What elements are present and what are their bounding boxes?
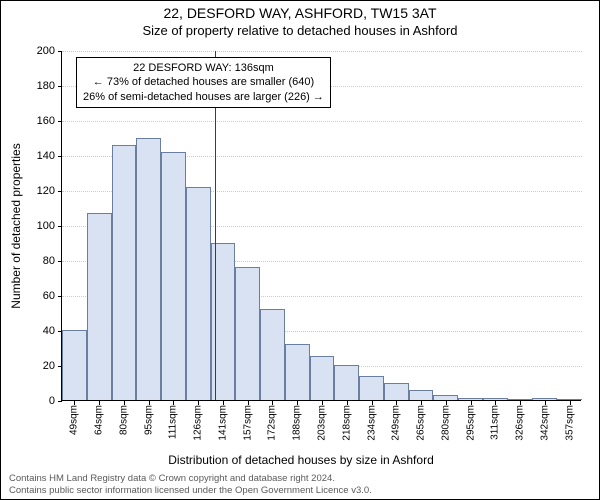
ytick-mark [58, 51, 62, 52]
ytick-label: 0 [15, 395, 55, 407]
histogram-bar [433, 395, 458, 400]
histogram-bar [409, 390, 434, 401]
histogram-bar [260, 309, 285, 400]
ytick-mark [58, 156, 62, 157]
chart-area: 49sqm64sqm80sqm95sqm111sqm126sqm141sqm15… [61, 51, 581, 401]
xtick-label: 172sqm [267, 405, 278, 441]
footer-line-1: Contains HM Land Registry data © Crown c… [9, 473, 591, 485]
histogram-bar [508, 399, 533, 400]
xtick-label: 280sqm [440, 405, 451, 441]
annotation-box: 22 DESFORD WAY: 136sqm← 73% of detached … [76, 57, 331, 108]
ytick-mark [58, 401, 62, 402]
page-subtitle: Size of property relative to detached ho… [1, 23, 599, 39]
xtick-label: 218sqm [341, 405, 352, 441]
x-axis-title: Distribution of detached houses by size … [1, 453, 600, 467]
ytick-mark [58, 296, 62, 297]
xtick-label: 188sqm [292, 405, 303, 441]
histogram-bar [458, 398, 483, 400]
histogram-bar [384, 383, 409, 401]
ytick-label: 140 [15, 150, 55, 162]
xtick-label: 157sqm [242, 405, 253, 441]
footer-line-2: Contains public sector information licen… [9, 485, 591, 497]
xtick-label: 311sqm [490, 405, 501, 440]
xtick-label: 64sqm [94, 405, 105, 435]
ytick-label: 40 [15, 325, 55, 337]
xtick-label: 111sqm [168, 405, 179, 439]
histogram-bar [211, 243, 236, 401]
xtick-label: 295sqm [465, 405, 476, 441]
histogram-bar [483, 398, 508, 400]
ytick-label: 100 [15, 220, 55, 232]
xtick-label: 342sqm [539, 405, 550, 441]
xtick-label: 265sqm [416, 405, 427, 441]
xtick-label: 203sqm [317, 405, 328, 441]
xtick-label: 141sqm [217, 405, 228, 441]
histogram-bar [334, 365, 359, 400]
page-title: 22, DESFORD WAY, ASHFORD, TW15 3AT [1, 1, 599, 23]
ytick-label: 200 [15, 45, 55, 57]
histogram-bar [532, 398, 557, 400]
ytick-mark [58, 261, 62, 262]
ytick-mark [58, 191, 62, 192]
xtick-label: 326sqm [515, 405, 526, 441]
gridline [62, 121, 582, 122]
xtick-label: 95sqm [143, 405, 154, 435]
annotation-line: 22 DESFORD WAY: 136sqm [83, 61, 324, 75]
histogram-bar [285, 344, 310, 400]
ytick-mark [58, 226, 62, 227]
histogram-bar [161, 152, 186, 401]
histogram-bar [359, 376, 384, 401]
histogram-bar [87, 213, 112, 400]
ytick-mark [58, 121, 62, 122]
histogram-bar [557, 399, 582, 400]
xtick-label: 234sqm [366, 405, 377, 441]
ytick-mark [58, 86, 62, 87]
plot-region: 49sqm64sqm80sqm95sqm111sqm126sqm141sqm15… [61, 51, 581, 401]
annotation-line: 26% of semi-detached houses are larger (… [83, 90, 324, 104]
gridline [62, 51, 582, 52]
ytick-label: 160 [15, 115, 55, 127]
histogram-bar [112, 145, 137, 401]
histogram-bar [235, 267, 260, 400]
histogram-bar [136, 138, 161, 401]
ytick-label: 120 [15, 185, 55, 197]
xtick-label: 249sqm [391, 405, 402, 441]
xtick-label: 80sqm [118, 405, 129, 435]
histogram-bar [62, 330, 87, 400]
ytick-label: 80 [15, 255, 55, 267]
histogram-bar [186, 187, 211, 401]
xtick-label: 126sqm [193, 405, 204, 441]
annotation-line: ← 73% of detached houses are smaller (64… [83, 75, 324, 89]
xtick-label: 49sqm [69, 405, 80, 435]
ytick-label: 20 [15, 360, 55, 372]
histogram-bar [310, 356, 335, 400]
ytick-label: 180 [15, 80, 55, 92]
xtick-label: 357sqm [564, 405, 575, 441]
ytick-label: 60 [15, 290, 55, 302]
chart-container: 22, DESFORD WAY, ASHFORD, TW15 3AT Size … [0, 0, 600, 500]
footer-attribution: Contains HM Land Registry data © Crown c… [9, 473, 591, 497]
